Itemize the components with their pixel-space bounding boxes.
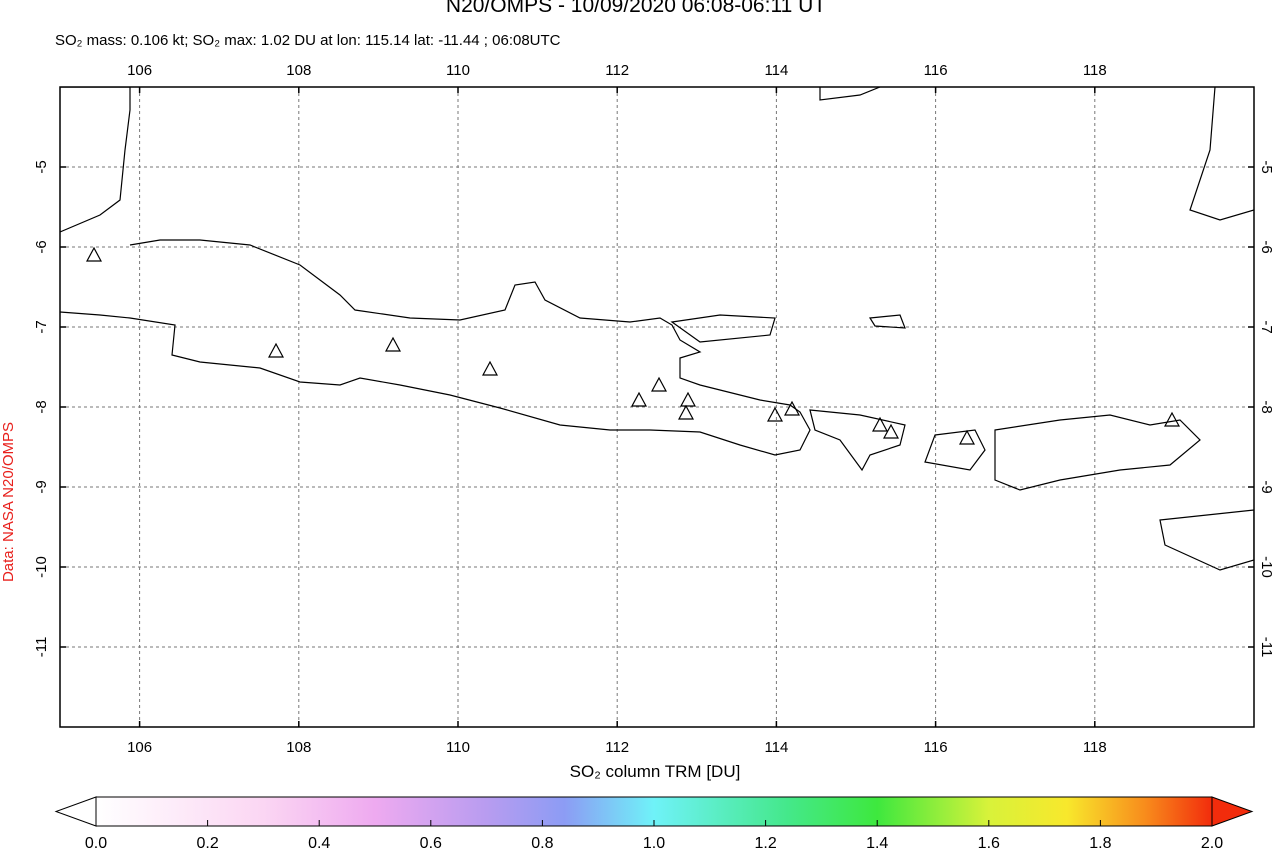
- y-tick-label: -6: [1258, 240, 1272, 253]
- x-tick-label: 116: [924, 62, 948, 79]
- coastline: [809, 409, 906, 472]
- colorbar-under: [54, 796, 97, 827]
- coastlines: [60, 87, 1254, 571]
- colorbar-ticks: 0.0 0.2 0.4 0.6 0.8 1.0 1.2 1.4 1.6 1.8 2.0: [85, 820, 1223, 852]
- axes: 106 106 108 108 110 110 112 112 114 114 116 116 118 1…: [33, 62, 1272, 756]
- volcano: [650, 376, 668, 392]
- coastline: [868, 314, 906, 329]
- coastline: [60, 87, 131, 233]
- volcano: [1163, 411, 1181, 427]
- colorbar-tick-label: 0.2: [196, 835, 218, 852]
- volcano: [384, 336, 402, 352]
- credit: Data: NASA N20/OMPS: [0, 422, 17, 582]
- subtitle: SO₂ mass: 0.106 kt; SO₂ max: 1.02 DU at …: [55, 32, 561, 49]
- y-tick-label: -7: [1258, 320, 1272, 333]
- volcano: [481, 360, 499, 376]
- volcano: [677, 404, 695, 420]
- colorbar-over: [1211, 796, 1254, 827]
- colorbar-tick-label: 0.8: [531, 835, 553, 852]
- y-tick-label: -7: [33, 320, 50, 333]
- x-tick-label: 110: [446, 739, 470, 756]
- x-tick-label: 112: [605, 62, 629, 79]
- x-tick-label: 112: [605, 739, 629, 756]
- colorbar-tick-label: 0.4: [308, 835, 330, 852]
- colorbar-label: SO₂ column TRM [DU]: [570, 762, 741, 781]
- x-tick-label: 114: [764, 739, 788, 756]
- x-tick-label: 116: [924, 739, 948, 756]
- coastline: [924, 429, 986, 471]
- x-tick-label: 106: [127, 739, 152, 756]
- volcano: [871, 416, 889, 432]
- coastline: [60, 239, 811, 456]
- volcano: [882, 423, 900, 439]
- colorbar-tick-label: 1.8: [1089, 835, 1111, 852]
- x-tick-label: 118: [1083, 739, 1107, 756]
- colorbar-tick-label: 0.0: [85, 835, 107, 852]
- colorbar-tick-label: 1.0: [643, 835, 665, 852]
- y-tick-label: -9: [1258, 480, 1272, 493]
- y-tick-label: -5: [33, 160, 50, 173]
- volcano: [766, 406, 784, 422]
- colorbar-tick-label: 1.6: [978, 835, 1000, 852]
- volcano: [267, 342, 285, 358]
- volcano: [958, 429, 976, 445]
- x-tick-label: 110: [446, 62, 470, 79]
- colorbar-tick-label: 0.6: [420, 835, 442, 852]
- coastline: [994, 414, 1201, 491]
- x-tick-label: 106: [127, 62, 152, 79]
- y-tick-label: -5: [1258, 160, 1272, 173]
- coastline: [1159, 509, 1254, 571]
- y-tick-label: -6: [33, 240, 50, 253]
- y-tick-label: -9: [33, 480, 50, 493]
- grid: [60, 87, 1254, 727]
- colorbar-tick-label: 1.2: [754, 835, 776, 852]
- volcano: [783, 400, 801, 416]
- y-tick-label: -10: [33, 556, 50, 578]
- colorbar-tick-label: 2.0: [1201, 835, 1223, 852]
- coastline: [1189, 87, 1254, 221]
- y-tick-label: -11: [33, 637, 50, 658]
- x-tick-label: 108: [286, 739, 311, 756]
- y-tick-label: -8: [33, 400, 50, 413]
- x-tick-label: 108: [286, 62, 311, 79]
- y-tick-label: -10: [1258, 556, 1272, 578]
- coastline: [670, 314, 776, 343]
- volcano: [85, 246, 103, 262]
- coastline: [819, 87, 881, 101]
- volcano: [679, 391, 697, 407]
- x-tick-label: 118: [1083, 62, 1107, 79]
- y-tick-label: -8: [1258, 400, 1272, 413]
- volcanoes: [85, 246, 1181, 445]
- x-tick-label: 114: [764, 62, 788, 79]
- volcano: [630, 391, 648, 407]
- y-tick-label: -11: [1258, 637, 1272, 658]
- title: N20/OMPS - 10/09/2020 06:08-06:11 UT: [446, 0, 826, 17]
- colorbar-tick-label: 1.4: [866, 835, 888, 852]
